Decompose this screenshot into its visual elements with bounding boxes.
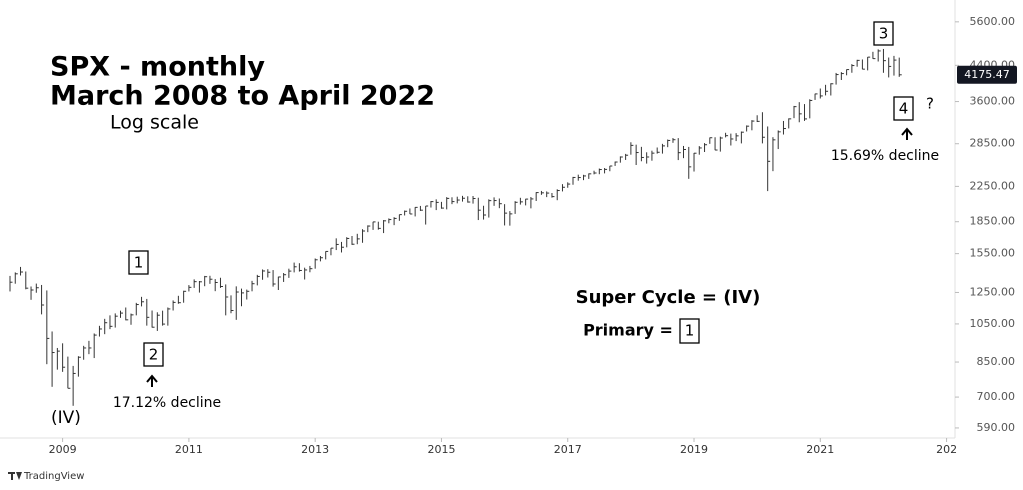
wave-box [679, 318, 700, 344]
wave-box [893, 96, 914, 121]
chart-title: SPX - monthly [50, 52, 265, 83]
wave-label: 1 [685, 322, 695, 340]
y-tick-label: 850.00 [977, 355, 1016, 368]
y-tick-label: 5600.00 [970, 15, 1016, 28]
y-tick-label: 1550.00 [970, 247, 1016, 260]
x-tick-label: 2015 [427, 443, 455, 456]
y-tick-label: 1250.00 [970, 285, 1016, 298]
decline-note: 15.69% decline [831, 148, 939, 164]
arrow [901, 127, 913, 140]
y-tick-label: 700.00 [977, 390, 1016, 403]
watermark: TradingView [23, 471, 84, 482]
last-price-tag [957, 65, 1017, 84]
wave-box [873, 21, 894, 46]
x-tick-label: 2009 [49, 443, 77, 456]
x-tick-label: 2013 [301, 443, 329, 456]
y-tick-label: 590.00 [977, 421, 1016, 434]
wave-label: 3 [879, 25, 889, 43]
x-tick-label: 202 [936, 443, 957, 456]
degree-note: Primary = [583, 321, 673, 340]
last-price-label: 4175.47 [964, 68, 1010, 81]
wave-label: 1 [134, 254, 144, 272]
x-tick-label: 2011 [175, 443, 203, 456]
wave-label: (IV) [51, 408, 81, 428]
wave-label: 2 [149, 346, 159, 364]
logo [8, 472, 22, 480]
y-tick-label: 2850.00 [970, 137, 1016, 150]
y-tick-label: 1050.00 [970, 317, 1016, 330]
x-tick-label: 2017 [554, 443, 582, 456]
y-tick-label: 1850.00 [970, 215, 1016, 228]
scale-note: Log scale [110, 112, 199, 134]
chart-subtitle: March 2008 to April 2022 [50, 81, 435, 112]
x-tick-label: 2021 [806, 443, 834, 456]
x-tick-label: 2019 [680, 443, 708, 456]
question-mark: ? [926, 95, 934, 113]
y-tick-label: 3600.00 [970, 95, 1016, 108]
wave-label: 4 [899, 100, 909, 118]
wave-box [128, 250, 149, 275]
decline-note: 17.12% decline [113, 395, 221, 411]
arrow [146, 374, 158, 387]
marks [9, 48, 902, 406]
degree-note: Super Cycle = (IV) [576, 287, 761, 308]
wave-box [143, 342, 164, 367]
y-tick-label: 2250.00 [970, 179, 1016, 192]
